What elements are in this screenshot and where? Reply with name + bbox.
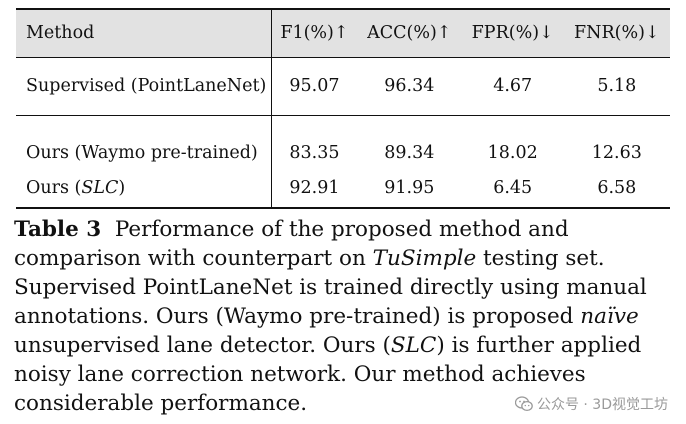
f1-cell: 83.35 (271, 114, 357, 169)
caption-italic: TuSimple (372, 246, 477, 271)
fnr-cell: 12.63 (563, 114, 670, 169)
method-cell: Ours (Waymo pre-trained) (16, 114, 272, 169)
header-f1: F1(%)↑ (280, 23, 349, 44)
method-cell: Supervised (PointLaneNet) (16, 56, 272, 115)
table-caption: Table 3 Performance of the proposed meth… (14, 215, 674, 418)
fpr-cell: 4.67 (461, 56, 564, 115)
caption-text: Supervised PointLaneNet is trained direc… (14, 275, 647, 300)
caption-text: annotations. Ours (Waymo pre-trained) is… (14, 304, 581, 329)
caption-line-3: Supervised PointLaneNet is trained direc… (14, 273, 674, 302)
caption-text: ) is further applied (436, 333, 642, 358)
method-prefix: Ours ( (26, 178, 82, 198)
results-table-container: Method F1(%)↑ ACC(%)↑ FPR(%)↓ FNR(%)↓ Su… (16, 8, 670, 209)
caption-italic: naïve (580, 304, 639, 329)
caption-text: unsupervised lane detector. Ours ( (14, 333, 391, 358)
header-fnr: FNR(%)↓ (574, 23, 660, 44)
caption-text: considerable performance. (14, 391, 308, 416)
caption-line-2: comparison with counterpart on TuSimple … (14, 244, 674, 273)
method-suffix: ) (118, 178, 126, 198)
header-method: Method (16, 9, 272, 57)
fnr-cell: 6.58 (563, 169, 670, 209)
f1-cell: 95.07 (271, 56, 357, 115)
watermark: 公众号 · 3D视觉工坊 (514, 394, 668, 414)
caption-text: noisy lane correction network. Our metho… (14, 362, 586, 387)
caption-line-7: considerable performance. (14, 389, 674, 418)
wechat-icon (514, 396, 533, 412)
method-italic: SLC (81, 178, 119, 198)
results-table: Method F1(%)↑ ACC(%)↑ FPR(%)↓ FNR(%)↓ Su… (16, 8, 670, 209)
fpr-cell: 6.45 (461, 169, 564, 209)
table-row-slc: Ours (SLC) 92.91 91.95 6.45 6.58 (16, 169, 670, 209)
caption-line-6: noisy lane correction network. Our metho… (14, 360, 674, 389)
caption-line-4: annotations. Ours (Waymo pre-trained) is… (14, 302, 674, 331)
f1-cell: 92.91 (271, 169, 357, 209)
method-cell: Ours (SLC) (16, 169, 272, 209)
acc-cell: 89.34 (356, 114, 462, 169)
table-row-waymo: Ours (Waymo pre-trained) 83.35 89.34 18.… (16, 114, 670, 169)
caption-label: Table 3 (14, 217, 102, 242)
acc-cell: 91.95 (356, 169, 462, 209)
caption-italic: SLC (390, 333, 437, 358)
watermark-text: 公众号 · 3D视觉工坊 (536, 397, 668, 413)
header-acc: ACC(%)↑ (367, 23, 452, 44)
caption-line-5: unsupervised lane detector. Ours (SLC) i… (14, 331, 674, 360)
fnr-cell: 5.18 (563, 56, 670, 115)
table-row-supervised: Supervised (PointLaneNet) 95.07 96.34 4.… (16, 56, 670, 115)
caption-text: comparison with counterpart on (14, 246, 373, 271)
table-header-row: Method F1(%)↑ ACC(%)↑ FPR(%)↓ FNR(%)↓ (16, 9, 670, 57)
header-fpr: FPR(%)↓ (471, 23, 554, 44)
caption-text: testing set. (476, 246, 605, 271)
fpr-cell: 18.02 (461, 114, 564, 169)
caption-line-1: Table 3 Performance of the proposed meth… (14, 215, 674, 244)
caption-text: Performance of the proposed method and (114, 217, 569, 242)
acc-cell: 96.34 (356, 56, 462, 115)
